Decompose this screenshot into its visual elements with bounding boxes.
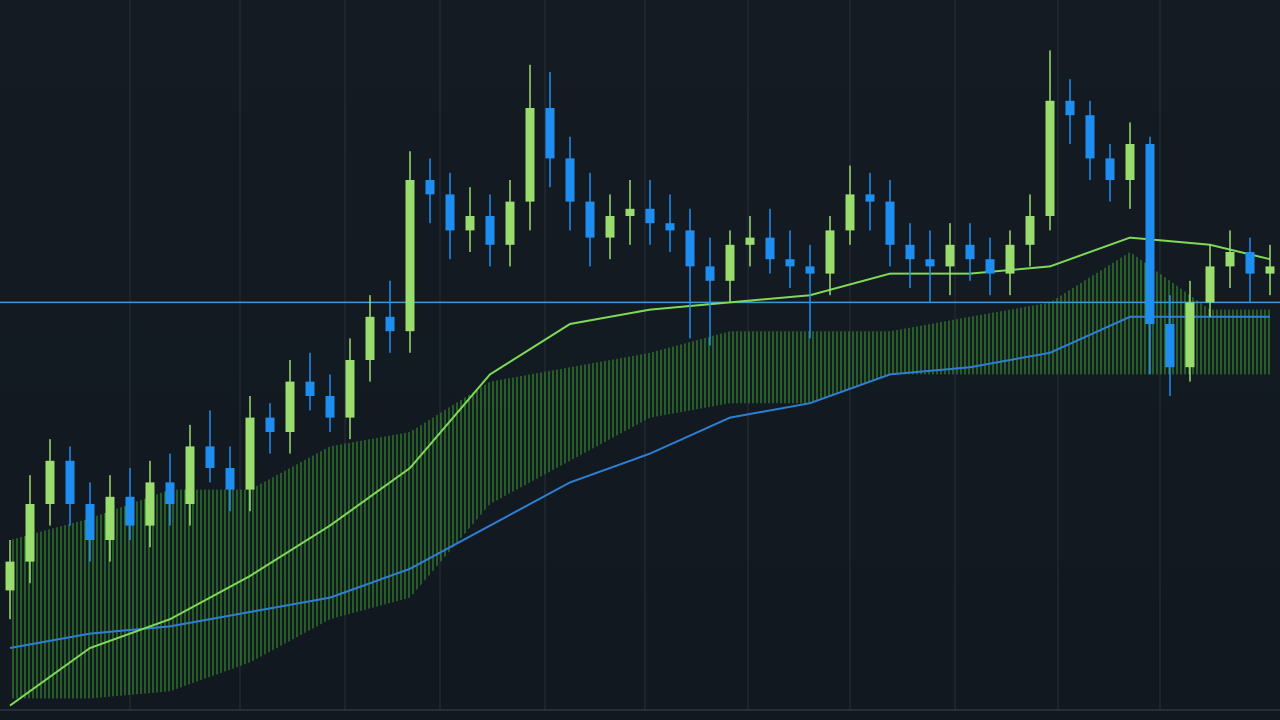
candle-body [485, 216, 495, 245]
candle-body [205, 446, 215, 468]
candle-body [285, 381, 295, 432]
candle-body [825, 230, 835, 274]
candle-body [365, 316, 375, 360]
candle-body [25, 504, 35, 562]
candle-body [305, 381, 315, 396]
candle-body [765, 237, 775, 260]
candle-body [985, 259, 995, 274]
candle-body [1025, 216, 1035, 245]
candle-body [425, 180, 435, 195]
candle-body [545, 108, 555, 159]
candle-body [1165, 324, 1175, 368]
candle-body [645, 208, 655, 224]
candle-body [565, 158, 575, 202]
candle-body [1185, 302, 1195, 368]
candle-body [945, 244, 955, 267]
candle-body [805, 266, 815, 274]
candle-body [105, 496, 115, 540]
candle-body [505, 201, 515, 245]
candle-body [685, 230, 695, 267]
candle-body [225, 468, 235, 490]
candle-body [45, 460, 55, 504]
cloud-band [10, 252, 1270, 699]
candle-body [445, 194, 455, 231]
candle-body [245, 417, 255, 490]
candle-body [1225, 252, 1235, 267]
slow-ma [9, 315, 1270, 649]
candle-body [1045, 100, 1055, 216]
candle-body [865, 194, 875, 202]
candle-body [785, 259, 795, 267]
candle-body [665, 223, 675, 231]
candle-body [325, 396, 335, 418]
candle-body [1145, 144, 1155, 324]
candle-body [385, 316, 395, 332]
candle-body [925, 259, 935, 267]
candle-body [5, 561, 15, 591]
candle-body [145, 482, 155, 526]
candle-body [1265, 266, 1275, 274]
candle-body [125, 496, 135, 526]
candle-body [525, 108, 535, 202]
candle-body [345, 360, 355, 418]
candle-body [1085, 115, 1095, 159]
fast-ma [9, 236, 1271, 707]
candle-body [905, 244, 915, 260]
candle-body [65, 460, 75, 504]
candle-body [85, 504, 95, 540]
candle-body [165, 482, 175, 504]
candle-body [265, 417, 275, 432]
candle-body [725, 244, 735, 281]
candle-body [605, 216, 615, 238]
candle-body [1205, 266, 1215, 303]
candle-body [465, 216, 475, 231]
candle-body [625, 208, 635, 216]
candle-body [405, 180, 415, 332]
candle-body [845, 194, 855, 231]
candle-body [1105, 158, 1115, 180]
candle-body [185, 446, 195, 504]
candle-body [1005, 244, 1015, 274]
candle-body [705, 266, 715, 281]
candle-body [745, 237, 755, 245]
candle-body [1245, 252, 1255, 274]
candle-body [585, 201, 595, 238]
candle-body [1125, 144, 1135, 180]
candle-body [885, 201, 895, 245]
candle-body [965, 244, 975, 260]
candle-body [1065, 100, 1075, 116]
